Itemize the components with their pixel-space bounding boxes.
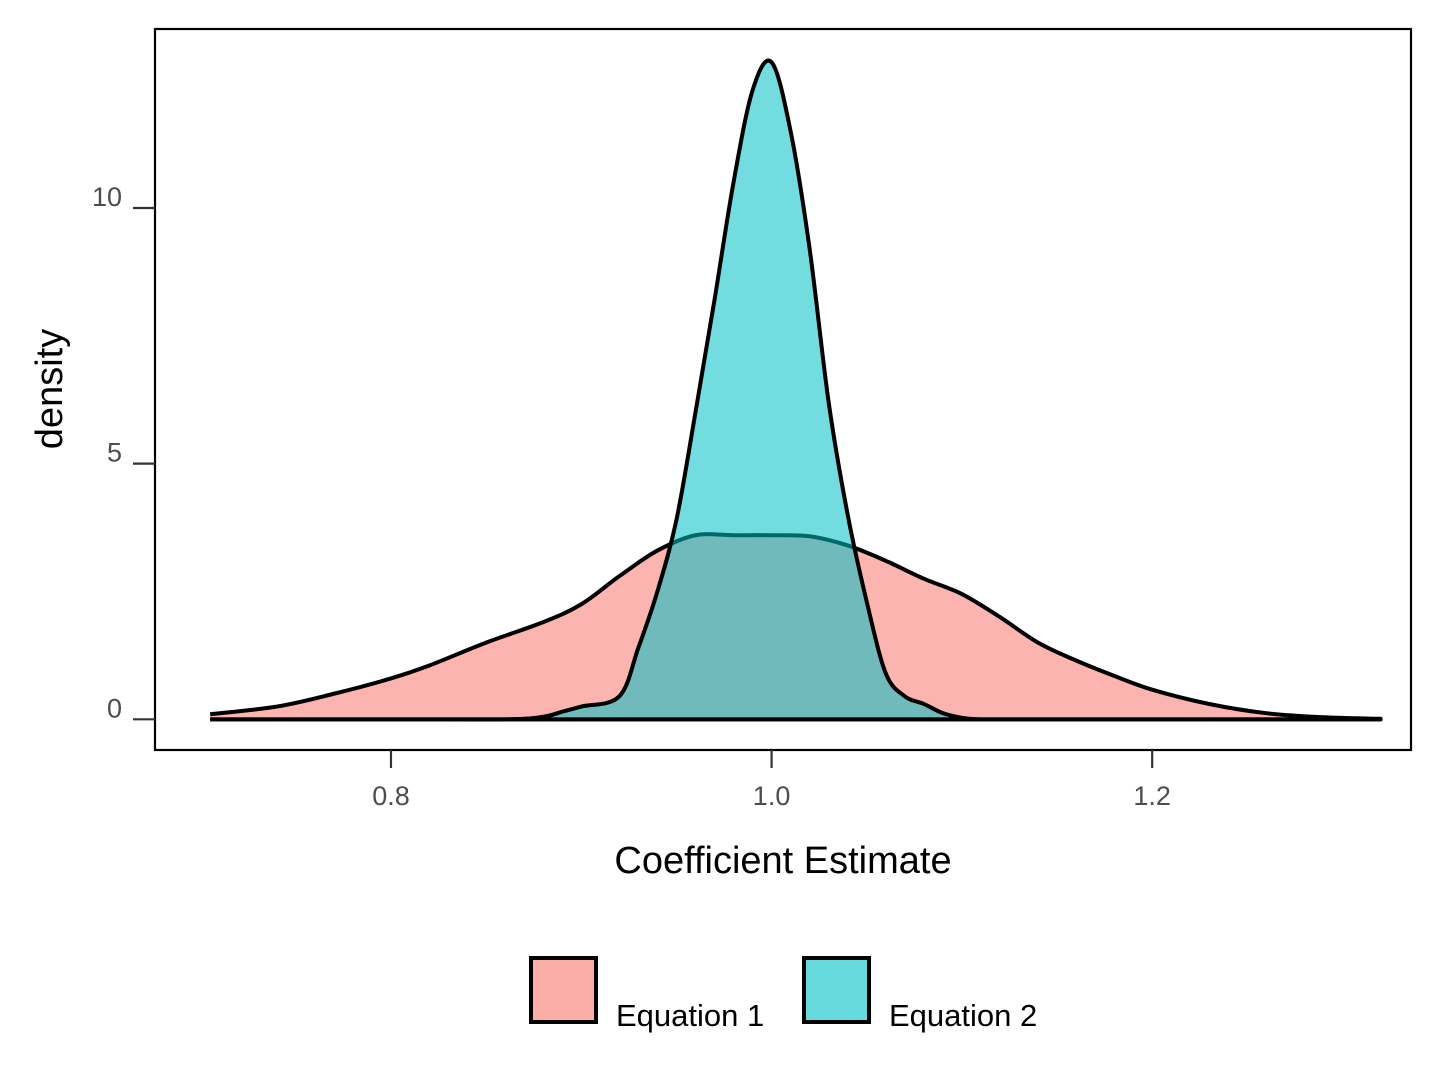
x-tick-label: 1.2 [1133, 781, 1171, 811]
legend-label-equation-1: Equation 1 [616, 998, 764, 1033]
y-tick-label: 0 [107, 693, 122, 723]
legend-key-equation-1 [529, 956, 598, 1024]
density-series [209, 58, 1383, 722]
x-axis-title: Coefficient Estimate [614, 840, 951, 882]
y-tick-label: 5 [107, 438, 122, 468]
x-tick-label: 1.0 [753, 781, 791, 811]
x-axis: 0.8 1.0 1.2 [372, 750, 1171, 811]
plot-area [153, 27, 1413, 752]
legend-key-equation-2 [802, 956, 871, 1024]
y-axis: 0 5 10 [92, 182, 155, 723]
density-area-equation-2 [210, 60, 1381, 720]
density-line-equation-2 [210, 58, 1383, 722]
y-axis-title: density [29, 329, 71, 449]
panel-border [153, 27, 1413, 752]
x-tick-label: 0.8 [372, 781, 410, 811]
legend-label-equation-2: Equation 2 [889, 998, 1037, 1033]
legend: Equation 1 Equation 2 [529, 956, 1037, 1033]
y-tick-label: 10 [92, 182, 122, 212]
